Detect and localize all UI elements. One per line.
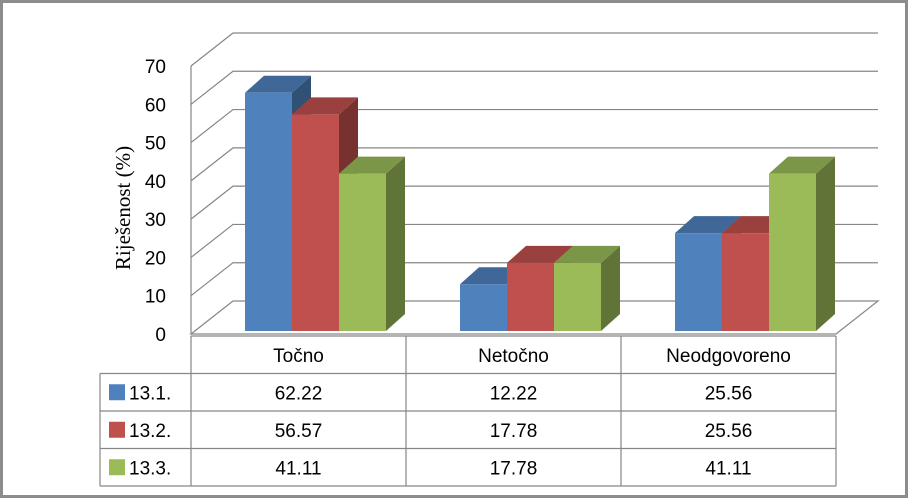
bar bbox=[554, 245, 620, 331]
bars bbox=[245, 75, 835, 331]
y-axis: 0 10 20 30 40 50 60 70 bbox=[145, 57, 166, 346]
y-tick-label: 30 bbox=[145, 210, 166, 231]
y-tick-label: 10 bbox=[145, 287, 166, 308]
legend-key bbox=[109, 459, 125, 476]
data-value: 25.56 bbox=[705, 421, 753, 442]
bar-side bbox=[816, 156, 835, 331]
gridline bbox=[190, 185, 878, 220]
bar bbox=[769, 156, 835, 331]
gridline bbox=[190, 108, 878, 144]
bar-front bbox=[292, 114, 339, 331]
gridline bbox=[190, 70, 878, 105]
y-tick-label: 60 bbox=[145, 95, 166, 116]
data-value: 17.78 bbox=[490, 421, 538, 442]
y-tick-label: 50 bbox=[145, 134, 166, 155]
series-label: 13.2. bbox=[129, 421, 171, 442]
bar-top bbox=[769, 156, 835, 174]
bar-side bbox=[601, 245, 620, 331]
legend-key bbox=[109, 421, 125, 438]
bar-front bbox=[339, 173, 386, 331]
data-value: 25.56 bbox=[705, 383, 753, 404]
chart-canvas: 0 10 20 30 40 50 60 70 Točno Netočno Neodgovoreno… bbox=[99, 32, 880, 487]
category-label: Točno bbox=[273, 346, 324, 367]
category-label: Netočno bbox=[478, 346, 549, 367]
data-value: 12.22 bbox=[490, 383, 538, 404]
data-value: 41.11 bbox=[275, 458, 321, 479]
gridline bbox=[190, 223, 878, 258]
bar-front bbox=[245, 92, 292, 331]
bar-side bbox=[386, 156, 405, 331]
data-table: Točno Netočno Neodgovoreno 13.1. 62.22 12.22 2… bbox=[99, 335, 837, 487]
bar-front bbox=[507, 262, 554, 331]
bar-top bbox=[675, 216, 741, 234]
bar-front bbox=[722, 233, 769, 331]
bar bbox=[339, 156, 405, 331]
gridline bbox=[190, 32, 878, 67]
floor bbox=[189, 300, 880, 335]
series-label: 13.3. bbox=[129, 458, 171, 479]
bar-front bbox=[460, 284, 507, 331]
data-value: 17.78 bbox=[490, 458, 538, 479]
legend-key bbox=[109, 384, 125, 401]
bar-top bbox=[292, 97, 358, 115]
y-tick-label: 70 bbox=[145, 57, 166, 78]
bar-top bbox=[339, 156, 405, 174]
y-tick-label: 40 bbox=[145, 172, 166, 193]
gridlines bbox=[189, 32, 880, 335]
bar-top bbox=[554, 245, 620, 263]
bar-top bbox=[507, 245, 573, 263]
bar-front bbox=[554, 262, 601, 331]
category-label: Neodgovoreno bbox=[666, 346, 791, 367]
y-axis-label: Riješenost (%) bbox=[111, 146, 135, 270]
y-tick-label: 20 bbox=[145, 248, 166, 269]
data-value: 62.22 bbox=[275, 383, 323, 404]
bar-top bbox=[245, 75, 311, 93]
data-value: 56.57 bbox=[275, 421, 323, 442]
bar-front bbox=[675, 233, 722, 331]
data-value: 41.11 bbox=[705, 458, 751, 479]
series-label: 13.1. bbox=[129, 383, 171, 404]
gridline bbox=[190, 147, 878, 182]
gridline bbox=[190, 262, 878, 297]
y-tick-label: 0 bbox=[155, 325, 166, 346]
bar-front bbox=[769, 173, 816, 331]
